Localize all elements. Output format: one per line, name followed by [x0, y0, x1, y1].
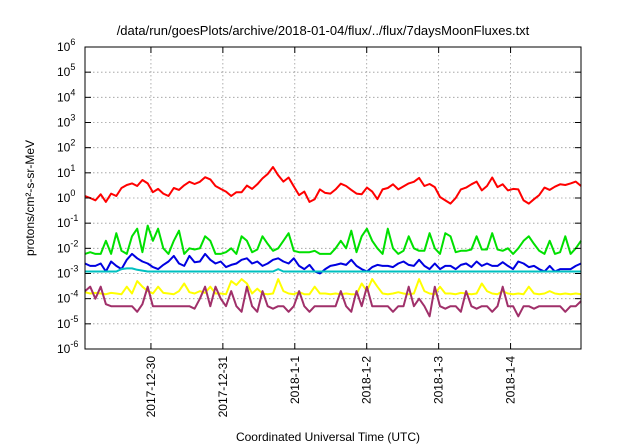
y-tick-exponent: -6	[70, 339, 78, 349]
y-tick-label: 10-2	[57, 238, 78, 255]
y-axis: 10-610-510-410-310-210-11001011021031041…	[57, 37, 581, 356]
series-line-6	[84, 285, 582, 318]
y-tick-base: 10	[57, 241, 71, 255]
x-tick-label: 2017-12-31	[216, 356, 230, 418]
x-axis-label: Coordinated Universal Time (UTC)	[236, 430, 420, 444]
y-tick-exponent: 3	[70, 113, 75, 123]
y-tick-exponent: 4	[70, 87, 75, 97]
y-tick-base: 10	[57, 40, 71, 54]
y-tick-label: 105	[57, 62, 75, 79]
y-tick-base: 10	[57, 141, 71, 155]
y-tick-exponent: -3	[70, 264, 78, 274]
y-tick-base: 10	[57, 166, 71, 180]
chart-title: /data/run/goesPlots/archive/2018-01-04/f…	[117, 23, 530, 38]
y-tick-exponent: -5	[70, 314, 78, 324]
x-tick-label: 2018-1-3	[432, 356, 446, 404]
y-tick-label: 100	[57, 188, 75, 205]
y-tick-exponent: 6	[70, 37, 75, 47]
y-tick-label: 10-6	[57, 339, 78, 356]
x-tick-label: 2018-1-1	[288, 356, 302, 404]
y-tick-base: 10	[57, 116, 71, 130]
y-tick-exponent: -4	[70, 289, 78, 299]
grid	[85, 47, 581, 349]
y-tick-base: 10	[57, 65, 71, 79]
series-line-1	[84, 166, 582, 205]
y-tick-label: 104	[57, 87, 75, 104]
series-line-3	[84, 252, 582, 275]
y-tick-exponent: 2	[70, 138, 75, 148]
y-tick-base: 10	[57, 267, 71, 281]
y-tick-exponent: 1	[70, 163, 75, 173]
y-tick-exponent: -2	[70, 238, 78, 248]
y-tick-exponent: 0	[70, 188, 75, 198]
y-tick-label: 101	[57, 163, 75, 180]
series-group	[84, 166, 582, 318]
y-tick-base: 10	[57, 90, 71, 104]
series-line-2	[84, 224, 582, 255]
y-tick-label: 106	[57, 37, 75, 54]
y-tick-label: 10-5	[57, 314, 78, 331]
y-axis-label: protons/cm²-s-sr-MeV	[23, 140, 37, 256]
y-tick-label: 102	[57, 138, 75, 155]
y-tick-exponent: -1	[70, 213, 78, 223]
y-tick-exponent: 5	[70, 62, 75, 72]
x-tick-label: 2018-1-2	[360, 356, 374, 404]
y-tick-label: 103	[57, 113, 75, 130]
series-line-5	[84, 278, 582, 296]
y-tick-label: 10-4	[57, 289, 78, 306]
x-tick-label: 2017-12-30	[144, 356, 158, 418]
y-tick-label: 10-3	[57, 264, 78, 281]
x-axis: 2017-12-30 2017-12-31 2018-1-1 2018-1-2 2018…	[144, 47, 518, 417]
y-tick-base: 10	[57, 191, 71, 205]
y-tick-base: 10	[57, 216, 71, 230]
y-tick-base: 10	[57, 292, 71, 306]
series-line-4	[85, 267, 581, 273]
x-tick-label: 2018-1-4	[504, 356, 518, 404]
y-tick-label: 10-1	[57, 213, 78, 230]
y-tick-base: 10	[57, 317, 71, 331]
y-tick-base: 10	[57, 342, 71, 356]
